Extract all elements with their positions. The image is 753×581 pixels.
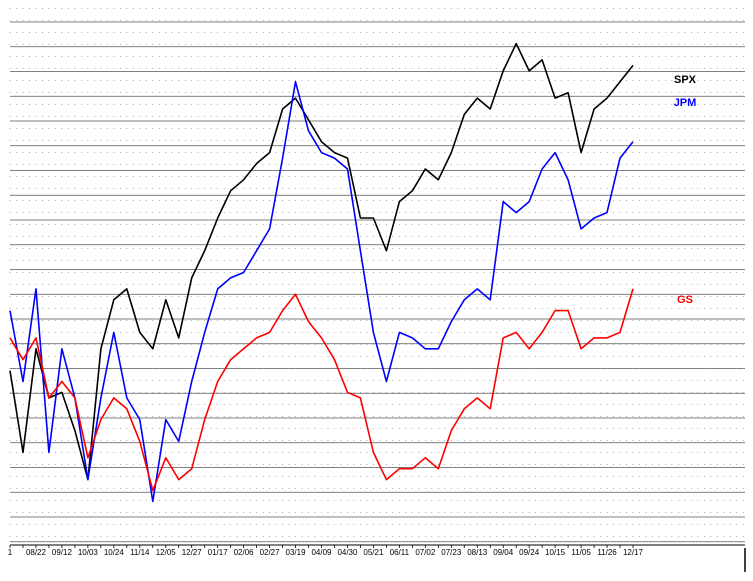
x-tick-label: 11/14 bbox=[130, 548, 150, 557]
x-tick-label: 02/06 bbox=[234, 548, 255, 557]
x-tick-label: 02/27 bbox=[260, 548, 281, 557]
x-tick-label: 10/03 bbox=[78, 548, 99, 557]
x-tick-label: 12/27 bbox=[182, 548, 203, 557]
x-tick-label: 05/21 bbox=[363, 548, 384, 557]
series-line bbox=[9, 288, 634, 492]
x-tick-label: 12/05 bbox=[156, 548, 177, 557]
x-tick-label: 10/15 bbox=[545, 548, 566, 557]
x-tick-label: 04/09 bbox=[311, 548, 332, 557]
x-tick-label: 07/23 bbox=[441, 548, 462, 557]
x-tick-label: 09/24 bbox=[519, 548, 540, 557]
x-tick-label: 08/13 bbox=[467, 548, 488, 557]
series-line bbox=[9, 42, 634, 481]
series-line bbox=[9, 81, 634, 503]
series-name: JPM bbox=[674, 97, 697, 109]
x-tick-label: 03/19 bbox=[286, 548, 307, 557]
x-tick-label: 08/22 bbox=[26, 548, 47, 557]
x-tick-label: 06/11 bbox=[390, 548, 410, 557]
x-tick-label: 09/04 bbox=[493, 548, 514, 557]
x-tick-label: 11/26 bbox=[597, 548, 617, 557]
series-name: GS bbox=[677, 294, 693, 306]
x-tick-label: 10/24 bbox=[104, 548, 125, 557]
x-tick-label: 12/17 bbox=[623, 548, 644, 557]
x-tick-label: 11/05 bbox=[571, 548, 591, 557]
series-name: SPX bbox=[674, 74, 697, 86]
x-tick-label: 1 bbox=[8, 548, 13, 557]
x-tick-label: 01/17 bbox=[208, 548, 229, 557]
x-tick-label: 04/30 bbox=[337, 548, 358, 557]
x-tick-label: 09/12 bbox=[52, 548, 73, 557]
x-tick-label: 07/02 bbox=[415, 548, 436, 557]
